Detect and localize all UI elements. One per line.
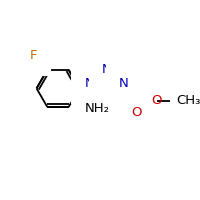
Text: NH₂: NH₂ [85,102,110,115]
Text: N: N [84,77,94,90]
Text: O: O [131,106,142,119]
Text: CH₃: CH₃ [176,94,200,107]
Text: N: N [102,63,112,76]
Text: O: O [152,94,162,107]
Text: N: N [119,77,129,90]
Text: F: F [30,49,37,62]
